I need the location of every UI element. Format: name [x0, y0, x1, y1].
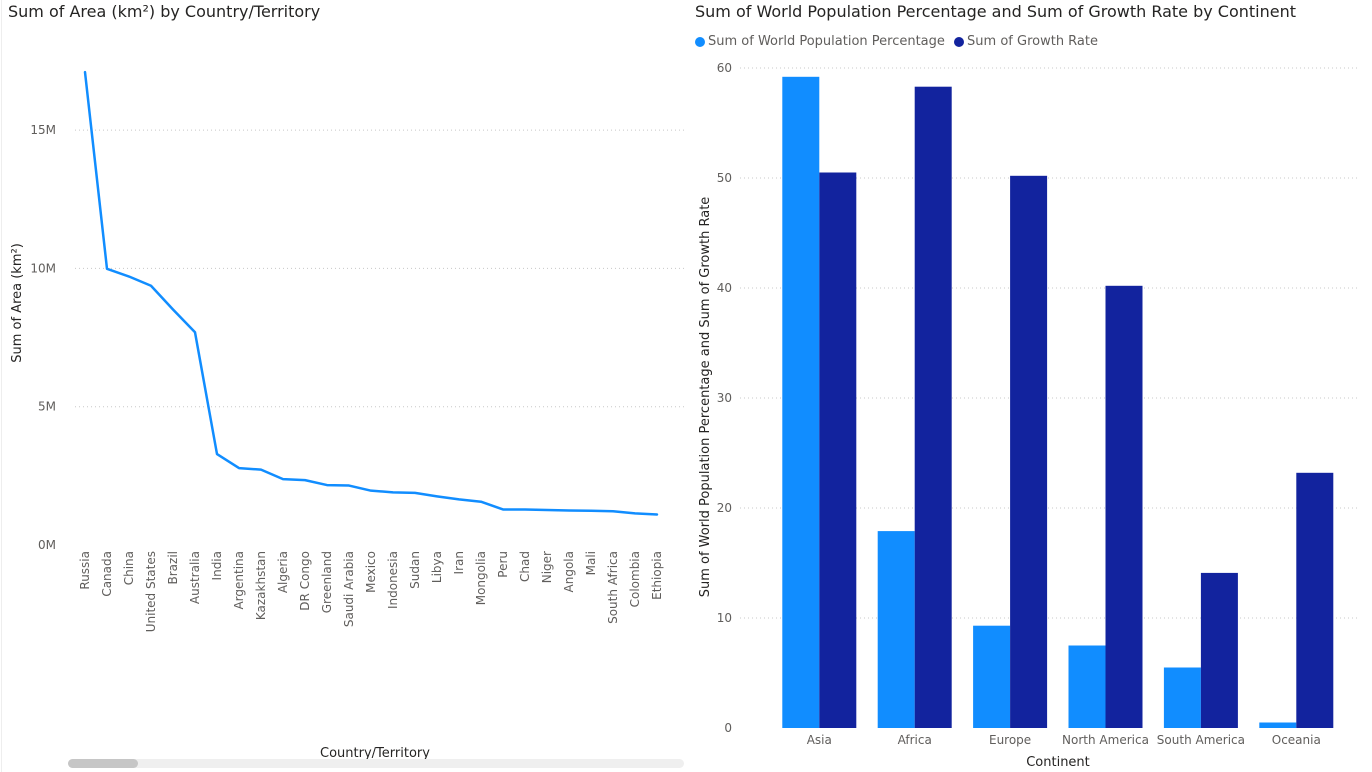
scrollbar-thumb[interactable] — [68, 759, 138, 768]
x-tick-label: Chad — [518, 551, 532, 582]
bar — [782, 76, 820, 729]
x-tick-label: Peru — [496, 551, 510, 578]
bar — [1163, 667, 1201, 728]
x-tick-label: Mexico — [364, 551, 378, 593]
x-tick-label: South America — [1157, 733, 1245, 747]
x-tick-label: North America — [1062, 733, 1149, 747]
y-tick-label: 5M — [38, 400, 56, 414]
continent-bar-chart-panel: Sum of World Population Percentage and S… — [690, 0, 1372, 772]
bar-chart-plot: 0 10 20 30 40 50 60 Asia Africa Europe North Ameri… — [698, 61, 1360, 770]
x-tick-label: Mongolia — [474, 551, 488, 605]
legend-dot-icon — [954, 36, 965, 47]
panel-divider — [1, 0, 2, 772]
x-tick-label: Saudi Arabia — [342, 551, 356, 627]
y-tick-label: 20 — [717, 501, 732, 515]
bar — [1105, 285, 1143, 728]
bar — [1259, 722, 1297, 728]
bar — [819, 172, 857, 728]
bar — [973, 625, 1011, 728]
y-tick-label: 10M — [30, 261, 56, 275]
legend-dot-icon — [695, 36, 705, 47]
x-tick-label: Angola — [562, 551, 576, 592]
x-tick-label: Greenland — [320, 551, 334, 613]
y-tick-label: 0 — [724, 721, 732, 735]
bar — [877, 531, 915, 728]
bar-chart-title: Sum of World Population Percentage and S… — [695, 2, 1297, 21]
x-tick-label: Europe — [989, 733, 1031, 747]
bar-chart-legend: Sum of World Population Percentage Sum o… — [695, 34, 1103, 51]
x-tick-label: DR Congo — [298, 551, 312, 611]
x-tick-label: Australia — [188, 551, 202, 604]
bar — [1068, 645, 1106, 728]
x-tick-label: Argentina — [232, 551, 246, 610]
legend-label: Sum of Growth Rate — [967, 34, 1098, 49]
x-tick-label: Sudan — [408, 551, 422, 589]
bar — [1200, 572, 1238, 728]
x-tick-label: Asia — [807, 733, 832, 747]
y-axis-title: Sum of Area (km²) — [10, 243, 25, 363]
x-tick-label: Indonesia — [386, 551, 400, 609]
x-tick-label: Africa — [898, 733, 932, 747]
x-axis-title: Country/Territory — [320, 746, 430, 761]
x-tick-label: Niger — [540, 551, 554, 583]
area-series-line — [83, 70, 659, 516]
y-tick-label: 30 — [717, 391, 732, 405]
x-tick-label: United States — [144, 551, 158, 632]
y-tick-label: 50 — [717, 171, 732, 185]
legend-item-growth[interactable]: Sum of Growth Rate — [954, 34, 1098, 49]
legend-item-population[interactable]: Sum of World Population Percentage — [695, 34, 945, 49]
x-tick-label: Brazil — [166, 551, 180, 585]
x-tick-label: Libya — [430, 551, 444, 583]
x-tick-label: Ethiopia — [650, 551, 664, 600]
y-tick-label: 40 — [717, 281, 732, 295]
x-tick-label: Russia — [78, 551, 92, 590]
x-tick-label: Iran — [452, 551, 466, 574]
y-tick-label: 0M — [38, 538, 56, 552]
y-axis-title: Sum of World Population Percentage and S… — [698, 197, 713, 598]
legend-label: Sum of World Population Percentage — [708, 34, 945, 49]
x-tick-label: Oceania — [1272, 733, 1321, 747]
area-line-chart-panel: Sum of Area (km²) by Country/Territory 0… — [8, 2, 684, 768]
y-tick-label: 10 — [717, 611, 732, 625]
x-tick-label: South Africa — [606, 551, 620, 624]
bar — [914, 86, 952, 728]
y-tick-label: 15M — [30, 123, 56, 137]
x-tick-label: China — [122, 551, 136, 585]
line-chart-plot: 0M 5M 10M 15M Russia Canada China United States… — [10, 70, 684, 761]
x-tick-label: Canada — [100, 551, 114, 597]
horizontal-scrollbar[interactable] — [68, 759, 684, 768]
x-tick-label: India — [210, 551, 224, 580]
y-tick-label: 60 — [717, 61, 732, 75]
bar — [1296, 472, 1334, 728]
x-tick-label: Algeria — [276, 551, 290, 593]
x-tick-label: Mali — [584, 551, 598, 575]
x-tick-label: Colombia — [628, 551, 642, 607]
x-axis-title: Continent — [1026, 755, 1090, 770]
x-tick-label: Kazakhstan — [254, 551, 268, 620]
line-chart-title: Sum of Area (km²) by Country/Territory — [8, 2, 321, 21]
bar — [1010, 175, 1048, 729]
